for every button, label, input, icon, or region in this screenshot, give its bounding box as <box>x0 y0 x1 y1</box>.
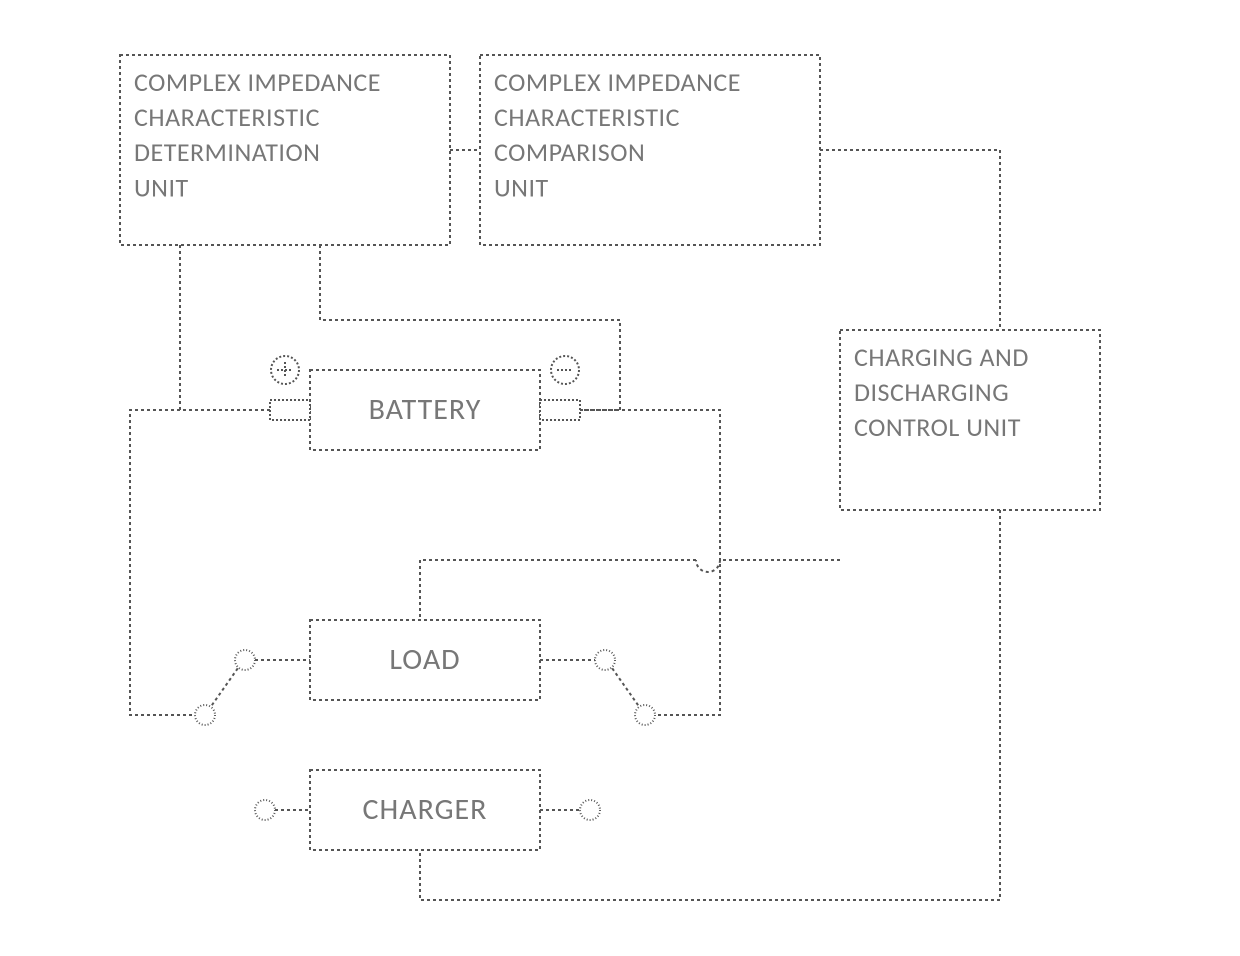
svg-text:DETERMINATION: DETERMINATION <box>134 136 320 168</box>
wire-comp-to-ctrl <box>820 150 1000 330</box>
load-switch-left-pivot <box>195 705 215 725</box>
control-unit-box: CHARGING AND DISCHARGING CONTROL UNIT <box>840 330 1100 510</box>
battery-box: BATTERY <box>270 356 580 450</box>
load-switch-right-contact <box>595 650 615 670</box>
wire-ctrl-hop-arc <box>696 560 720 572</box>
determination-unit-box: COMPLEX IMPEDANCE CHARACTERISTIC DETERMI… <box>120 55 450 245</box>
battery-label: BATTERY <box>369 391 482 428</box>
comparison-unit-box: COMPLEX IMPEDANCE CHARACTERISTIC COMPARI… <box>480 55 820 245</box>
minus-icon <box>551 356 579 384</box>
wires <box>130 150 1000 900</box>
wire-batt-minus-down <box>580 410 720 715</box>
wire-ctrl-to-load-cont <box>420 560 696 620</box>
load-box: LOAD <box>310 620 540 700</box>
svg-text:CONTROL UNIT: CONTROL UNIT <box>854 411 1021 443</box>
load-switch-left-contact <box>235 650 255 670</box>
wire-batt-plus-down <box>130 410 270 715</box>
battery-terminal-right <box>540 400 580 420</box>
comparison-unit-label: COMPLEX IMPEDANCE <box>494 66 741 98</box>
charger-box: CHARGER <box>310 770 540 850</box>
plus-icon <box>271 356 299 384</box>
determination-unit-label: COMPLEX IMPEDANCE <box>134 66 381 98</box>
svg-text:CHARACTERISTIC: CHARACTERISTIC <box>134 101 320 133</box>
svg-text:COMPARISON: COMPARISON <box>494 136 645 168</box>
load-switch-right-pivot <box>635 705 655 725</box>
svg-text:DISCHARGING: DISCHARGING <box>854 376 1009 408</box>
block-diagram: COMPLEX IMPEDANCE CHARACTERISTIC DETERMI… <box>0 0 1240 956</box>
wire-det-to-batt-plus <box>180 245 270 410</box>
svg-text:UNIT: UNIT <box>134 171 189 203</box>
charger-terminal-right <box>580 800 600 820</box>
svg-text:CHARACTERISTIC: CHARACTERISTIC <box>494 101 680 133</box>
svg-text:UNIT: UNIT <box>494 171 549 203</box>
load-label: LOAD <box>389 641 460 678</box>
battery-terminal-left <box>270 400 310 420</box>
charger-terminal-left <box>255 800 275 820</box>
control-unit-label: CHARGING AND <box>854 341 1029 373</box>
charger-label: CHARGER <box>363 791 488 828</box>
